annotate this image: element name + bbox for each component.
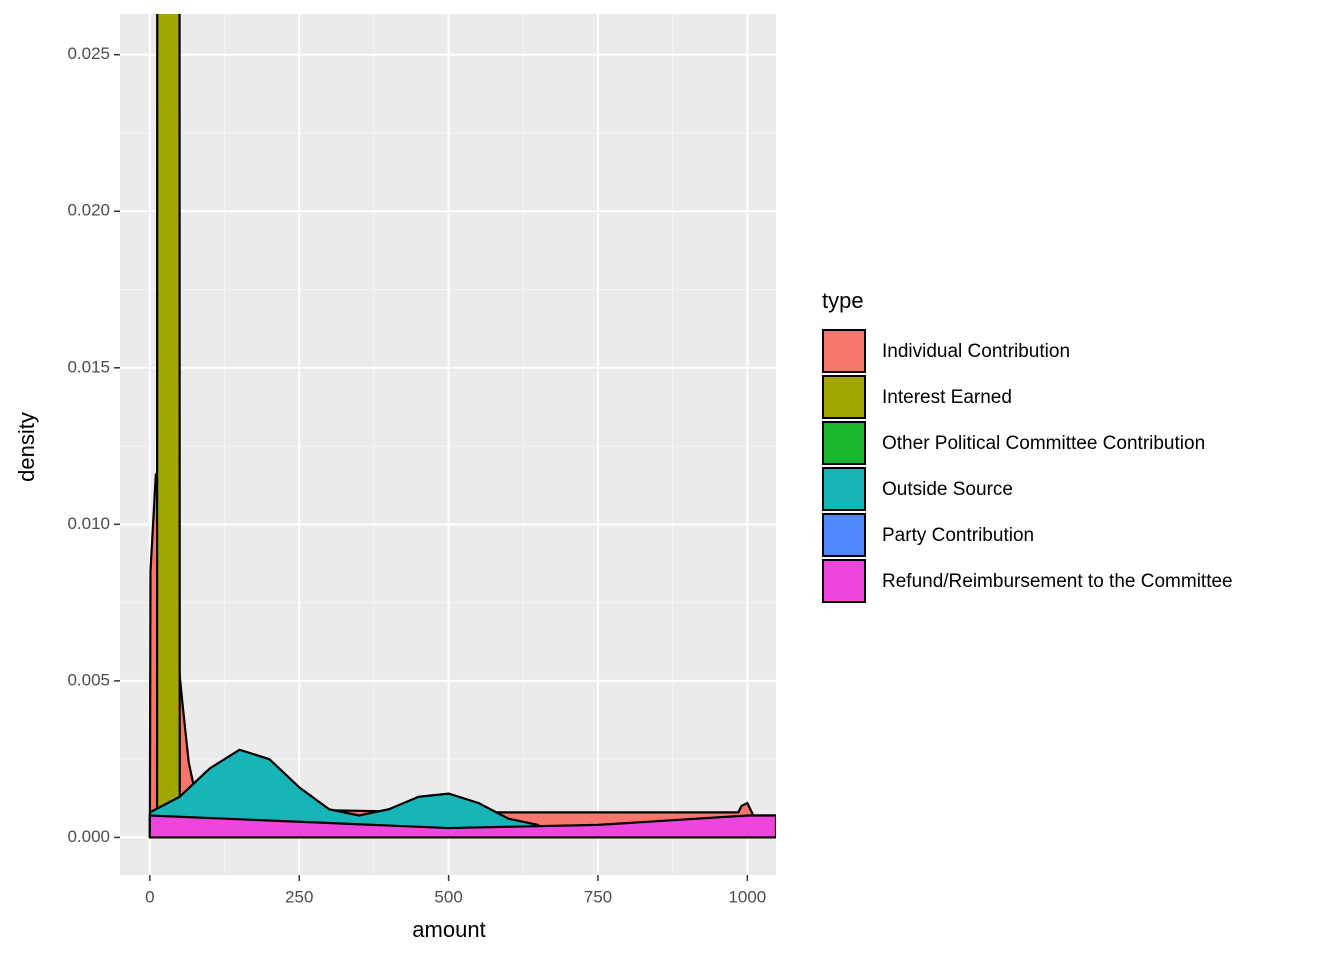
legend-label: Party Contribution — [882, 525, 1034, 546]
legend: Individual Contribution Interest Earned Ot… — [822, 329, 1233, 603]
legend-label: Other Political Committee Contribution — [882, 433, 1205, 454]
x-tick-label: 0 — [145, 887, 154, 906]
density-area — [155, 14, 181, 839]
y-tick-label: 0.015 — [67, 357, 110, 376]
legend-label: Outside Source — [882, 479, 1013, 500]
y-tick-label: 0.000 — [67, 827, 110, 846]
y-tick-label: 0.005 — [67, 670, 110, 689]
legend-key — [822, 375, 866, 419]
y-tick-label: 0.025 — [67, 44, 110, 63]
legend-label: Interest Earned — [882, 387, 1012, 408]
y-tick-label: 0.020 — [67, 201, 110, 220]
areas — [148, 14, 776, 839]
density-area — [148, 814, 776, 839]
x-tick-label: 500 — [434, 887, 462, 906]
legend-title: type — [822, 288, 864, 313]
axes: 0 250 500 750 1000 0.000 0.005 0.010 0.015 0.020 0… — [67, 44, 766, 906]
y-tick-label: 0.010 — [67, 514, 110, 533]
legend-key — [822, 329, 866, 373]
x-axis-title: amount — [412, 917, 485, 942]
legend-key — [822, 467, 866, 511]
legend-key — [822, 559, 866, 603]
y-axis-title: density — [14, 412, 39, 482]
legend-label: Individual Contribution — [882, 341, 1070, 362]
legend-key — [822, 513, 866, 557]
x-tick-label: 250 — [285, 887, 313, 906]
x-tick-label: 1000 — [728, 887, 766, 906]
x-tick-label: 750 — [584, 887, 612, 906]
legend-key — [822, 421, 866, 465]
legend-label: Refund/Reimbursement to the Committee — [882, 571, 1233, 592]
